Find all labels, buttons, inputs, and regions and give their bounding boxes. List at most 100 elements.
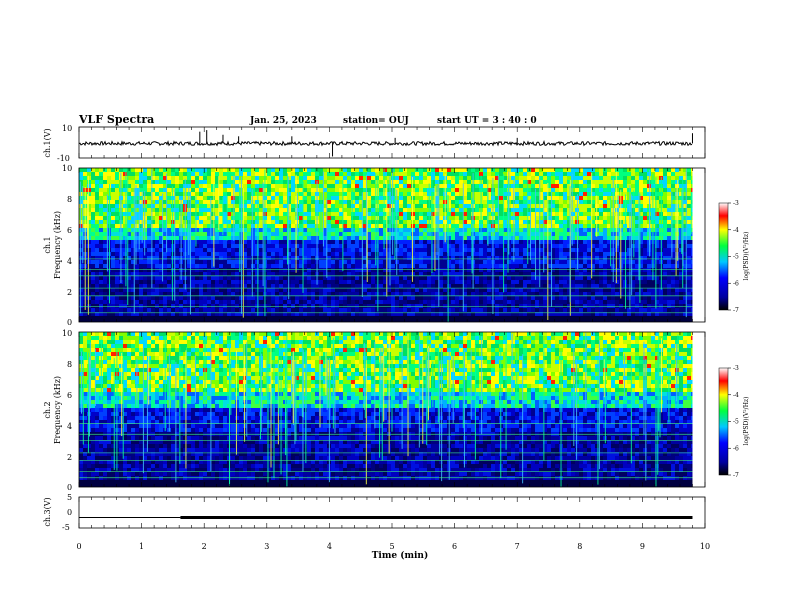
spectrogram-cell	[451, 168, 455, 172]
spectrogram-cell	[99, 304, 103, 308]
spectrogram-cell	[199, 192, 203, 196]
spectrogram-cell	[331, 316, 335, 320]
spectrogram-cell	[415, 272, 419, 276]
spectrogram-cell	[279, 308, 283, 312]
spectrogram-cell	[179, 284, 183, 288]
spectrogram-cell	[379, 228, 383, 232]
spectrogram-cell	[395, 280, 399, 284]
spectrogram-cell	[471, 296, 475, 300]
spectrogram-cell	[387, 232, 391, 236]
spectrogram-cell	[455, 280, 459, 284]
spectrogram-cell	[387, 228, 391, 232]
spectrogram-cell	[91, 248, 95, 252]
spectrogram-cell	[555, 296, 559, 300]
spectrogram-cell	[403, 284, 407, 288]
spectrogram-cell	[487, 192, 491, 196]
spectrogram-cell	[99, 308, 103, 312]
spectrogram-cell	[391, 276, 395, 280]
spectrogram-cell	[339, 196, 343, 200]
spectrogram-cell	[127, 204, 131, 208]
spectrogram-cell	[355, 172, 359, 176]
spectrogram-cell	[367, 284, 371, 288]
spectrogram-cell	[551, 244, 555, 248]
spectrogram-cell	[563, 168, 567, 172]
spectrogram-cell	[291, 176, 295, 180]
spectrogram-cell	[323, 260, 327, 264]
spectrogram-cell	[203, 300, 207, 304]
spectrogram-cell	[339, 280, 343, 284]
spectrogram-cell	[387, 224, 391, 228]
spectrogram-cell	[247, 244, 251, 248]
spectrogram-cell	[351, 188, 355, 192]
spectrogram-cell	[363, 280, 367, 284]
spectrogram-cell	[275, 296, 279, 300]
spectrogram-cell	[187, 256, 191, 260]
spectrogram-cell	[331, 260, 335, 264]
spectrogram-cell	[195, 224, 199, 228]
spectrogram-cell	[375, 180, 379, 184]
spectrogram-cell	[407, 244, 411, 248]
spectrogram-cell	[351, 308, 355, 312]
spectrogram-cell	[567, 168, 571, 172]
spectrogram-cell	[411, 248, 415, 252]
spectrogram-cell	[271, 192, 275, 196]
spectrogram-cell	[423, 312, 427, 316]
spectrogram-cell	[275, 220, 279, 224]
spectrogram-cell	[443, 172, 447, 176]
spectrogram-cell	[199, 312, 203, 316]
spectrogram-cell	[135, 184, 139, 188]
spectrogram-cell	[507, 308, 511, 312]
spectrogram-cell	[363, 228, 367, 232]
spectrogram-cell	[203, 212, 207, 216]
spectrogram-cell	[515, 236, 519, 240]
spectrogram-cell	[291, 192, 295, 196]
spectrogram-cell	[535, 300, 539, 304]
spectrogram-cell	[307, 292, 311, 296]
spectrogram-cell	[367, 216, 371, 220]
spectrogram-cell	[427, 248, 431, 252]
spectrogram-cell	[495, 272, 499, 276]
spectrogram-cell	[303, 300, 307, 304]
spectrogram-cell	[151, 176, 155, 180]
spectrogram-cell	[147, 184, 151, 188]
spectrogram-cell	[131, 188, 135, 192]
spectrogram-cell	[359, 264, 363, 268]
spectrogram-cell	[571, 232, 575, 236]
spectrogram-cell	[419, 248, 423, 252]
spectrogram-cell	[171, 172, 175, 176]
spectrogram-cell	[279, 320, 283, 322]
spectrogram-cell	[291, 296, 295, 300]
spectrogram-cell	[279, 272, 283, 276]
spectrogram-cell	[419, 260, 423, 264]
spectrogram-cell	[323, 308, 327, 312]
figure-title: VLF Spectra	[78, 113, 154, 126]
spectrogram-cell	[527, 308, 531, 312]
spectrogram-cell	[551, 232, 555, 236]
spectrogram-cell	[323, 168, 327, 172]
spectrogram-cell	[147, 196, 151, 200]
spectrogram-cell	[283, 288, 287, 292]
spectrogram-cell	[195, 232, 199, 236]
spectrogram-cell	[323, 200, 327, 204]
spectrogram-cell	[495, 208, 499, 212]
spectrogram-cell	[235, 204, 239, 208]
spectrogram-cell	[499, 204, 503, 208]
spectrogram-cell	[211, 168, 215, 172]
spectrogram-cell	[439, 192, 443, 196]
spectrogram-cell	[303, 232, 307, 236]
spectrogram-cell	[443, 304, 447, 308]
spectrogram-cell	[155, 212, 159, 216]
spectrogram-cell	[99, 272, 103, 276]
spectrogram-cell	[215, 288, 219, 292]
spectrogram-cell	[211, 244, 215, 248]
spectrogram-cell	[151, 168, 155, 172]
spectrogram-cell	[451, 180, 455, 184]
spectrogram-cell	[447, 256, 451, 260]
spectrogram-cell	[291, 212, 295, 216]
spectrogram-cell	[423, 300, 427, 304]
spectrogram-cell	[107, 304, 111, 308]
spectrogram-cell	[283, 172, 287, 176]
spectrogram-cell	[419, 272, 423, 276]
spectrogram-cell	[483, 312, 487, 316]
spectrogram-cell	[435, 172, 439, 176]
